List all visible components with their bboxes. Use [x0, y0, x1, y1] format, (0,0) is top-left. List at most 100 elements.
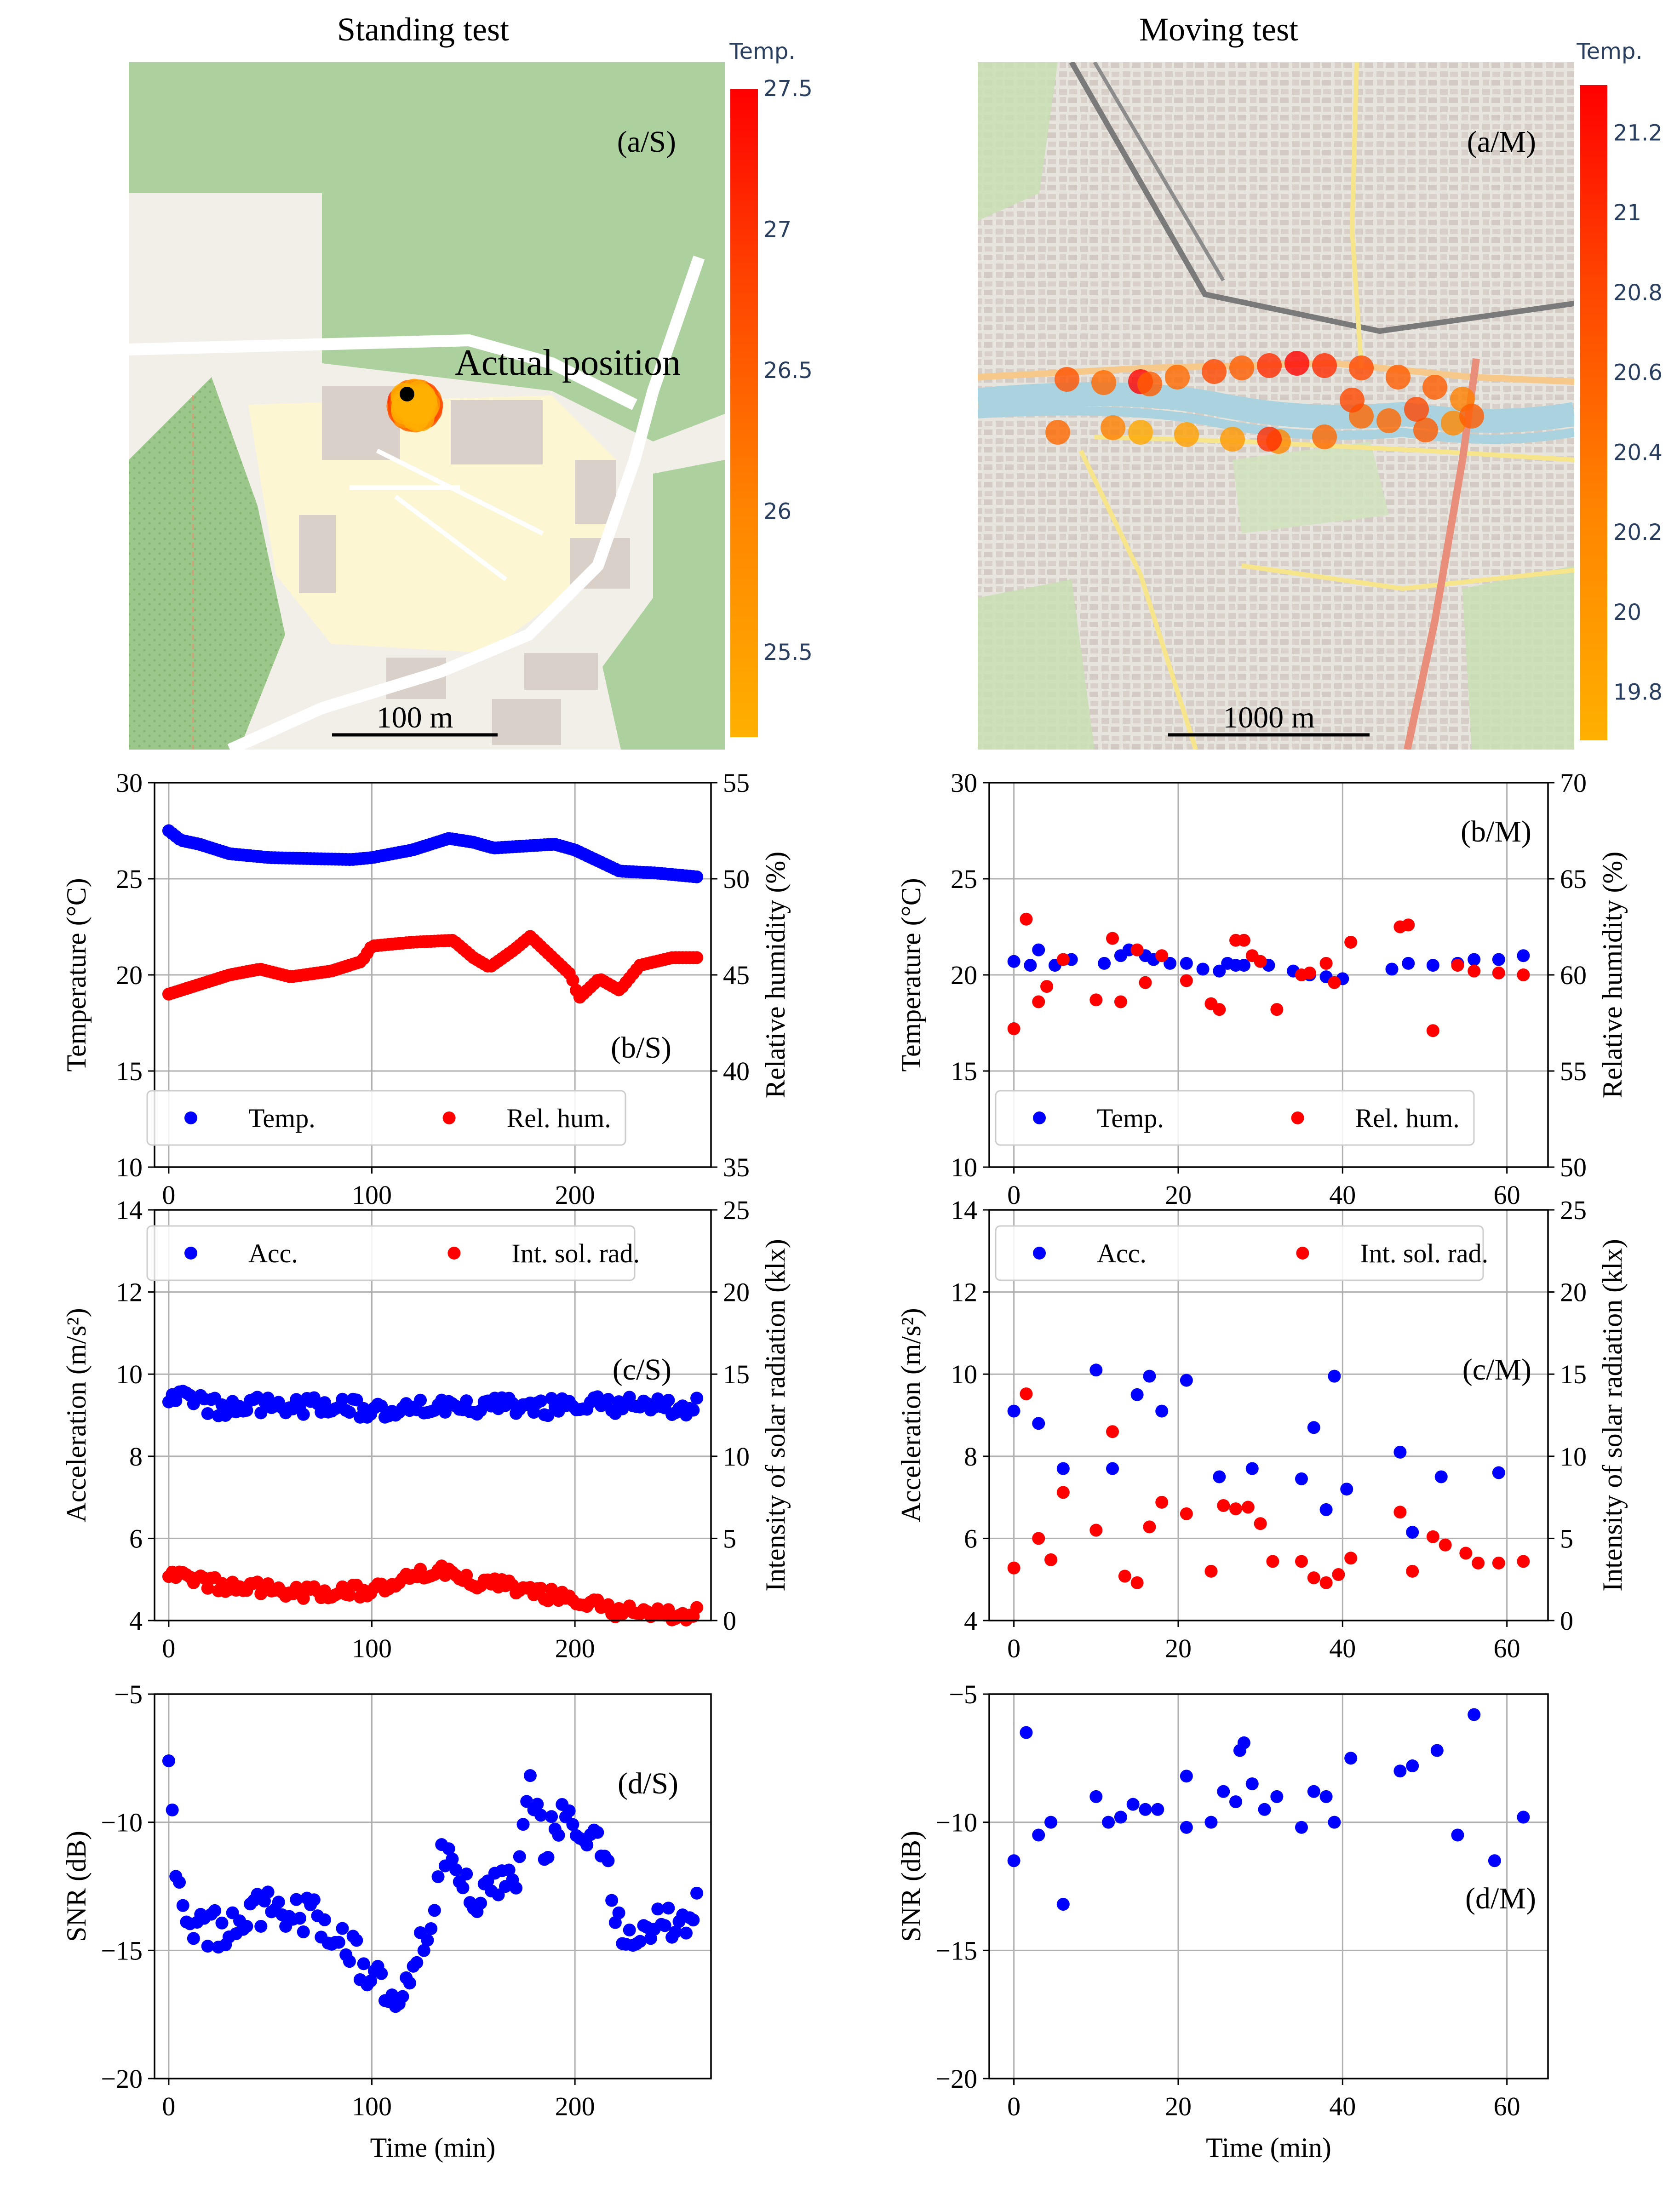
map-building: [524, 653, 598, 690]
map-point: [1349, 355, 1374, 380]
data-point: [1229, 1795, 1243, 1809]
legend-box: [146, 1090, 626, 1146]
y-tick-label: 4: [129, 1606, 143, 1636]
y-tick-label: 25: [951, 864, 977, 894]
data-point: [403, 1976, 416, 1990]
chart-panel-bM: 0 20 40 60 10 15 20 25 30 50 55 60 65 70 Temperature (…: [896, 768, 1628, 1210]
y-tick-label: 12: [951, 1277, 977, 1307]
map-point: [1045, 420, 1070, 445]
data-point: [523, 1769, 537, 1782]
colorbar-title: Temp.: [1576, 39, 1642, 64]
y-tick-label: 8: [964, 1442, 977, 1472]
data-point: [350, 1393, 363, 1407]
data-point: [1492, 1556, 1505, 1569]
data-point: [1459, 1546, 1473, 1560]
data-point: [690, 1392, 704, 1405]
data-point: [1319, 1503, 1333, 1516]
data-point: [1098, 957, 1111, 970]
data-point: [297, 1925, 310, 1939]
data-point: [1393, 1764, 1407, 1778]
panel-label: (c/S): [613, 1353, 671, 1386]
map-point: [1220, 427, 1245, 452]
panel-label: (d/S): [618, 1767, 678, 1800]
data-point: [1340, 1483, 1353, 1496]
data-point: [602, 1854, 615, 1867]
y2-tick-label: 5: [723, 1524, 736, 1553]
map-river-lower: [978, 406, 1574, 444]
legend: Temp. Rel. hum.: [995, 1090, 1475, 1146]
y2-tick-label: 25: [723, 1195, 750, 1225]
scale-bar-label: 1000 m: [1223, 701, 1315, 734]
data-point: [1344, 935, 1358, 949]
y2-tick-label: 10: [723, 1442, 750, 1472]
data-point: [1517, 968, 1530, 981]
x-tick-label: 100: [352, 1633, 392, 1663]
data-point: [1056, 1486, 1070, 1499]
colorbar-tick-label: 20.6: [1613, 360, 1663, 386]
data-point: [1517, 1810, 1530, 1824]
map-main-road: [1349, 62, 1364, 368]
data-point: [623, 1923, 636, 1936]
colorbar-tick-label: 27.5: [763, 76, 813, 102]
data-point: [1426, 959, 1439, 972]
colorbar-tick-label: 27: [763, 217, 791, 243]
map-green-area: [1462, 566, 1574, 750]
data-point: [176, 1899, 189, 1912]
data-point: [1180, 1770, 1193, 1783]
y-tick-label: 25: [116, 864, 143, 894]
data-point: [364, 1974, 378, 1988]
map-point: [1055, 367, 1079, 392]
data-point: [1204, 1564, 1218, 1578]
data-point: [662, 1902, 675, 1915]
x-tick-label: 200: [555, 2091, 595, 2121]
data-point: [1254, 955, 1267, 968]
y-tick-label: 20: [116, 960, 143, 990]
map-park-area: [129, 62, 725, 441]
data-point: [1332, 1568, 1345, 1581]
axes-frame: [154, 1209, 712, 1621]
panel-label: (c/M): [1462, 1353, 1531, 1386]
legend-label: Temp.: [248, 1103, 315, 1133]
panel-label: (d/M): [1465, 1882, 1536, 1915]
map-green-area: [1233, 441, 1389, 533]
colorbar-tick-label: 21: [1613, 200, 1641, 226]
x-axis-label: Time (min): [1206, 2132, 1331, 2163]
data-point: [1229, 1502, 1243, 1516]
series-rel-hum-: [1007, 912, 1530, 1037]
y2-axis-label: Intensity of solar radiation (klx): [760, 1239, 791, 1591]
map-point: [1312, 424, 1337, 449]
axes-frame: [988, 1693, 1549, 2079]
y-axis-label: Acceleration (m/s²): [896, 1308, 926, 1522]
map-point: [1202, 359, 1227, 384]
data-point: [1180, 974, 1193, 987]
data-point: [474, 1896, 487, 1910]
data-point: [1114, 995, 1127, 1008]
data-point: [442, 1842, 455, 1856]
series-int-sol-rad-: [1007, 1387, 1530, 1589]
y-tick-label: −15: [101, 1936, 143, 1965]
data-point: [1385, 962, 1399, 976]
data-point: [1143, 1369, 1156, 1383]
data-point: [240, 1403, 253, 1417]
data-point: [651, 1902, 665, 1916]
legend-label: Int. sol. rad.: [511, 1238, 640, 1268]
series-snr: [1007, 1708, 1530, 1911]
x-tick-label: 20: [1165, 1633, 1192, 1663]
x-tick-label: 40: [1329, 1633, 1356, 1663]
data-point: [1164, 957, 1177, 970]
colorbar-tick-label: 26: [763, 499, 791, 525]
y2-axis-label: Relative humidity (%): [1597, 852, 1628, 1099]
data-point: [293, 1912, 307, 1925]
y-tick-label: 30: [116, 768, 143, 798]
data-point: [1102, 1816, 1115, 1829]
data-point: [1118, 1569, 1131, 1583]
chart-panel-bS: 0 100 200 10 15 20 25 30 35 40 45 50 55 Temperature (…: [61, 768, 791, 1210]
y-tick-label: 30: [951, 768, 977, 798]
data-point: [1040, 980, 1054, 993]
y-tick-label: 20: [951, 960, 977, 990]
data-point: [1089, 1524, 1103, 1537]
data-point: [446, 1852, 459, 1866]
colorbar-gradient: [1580, 85, 1607, 740]
y2-tick-label: 70: [1560, 768, 1587, 798]
panel-label: (b/M): [1461, 815, 1531, 848]
